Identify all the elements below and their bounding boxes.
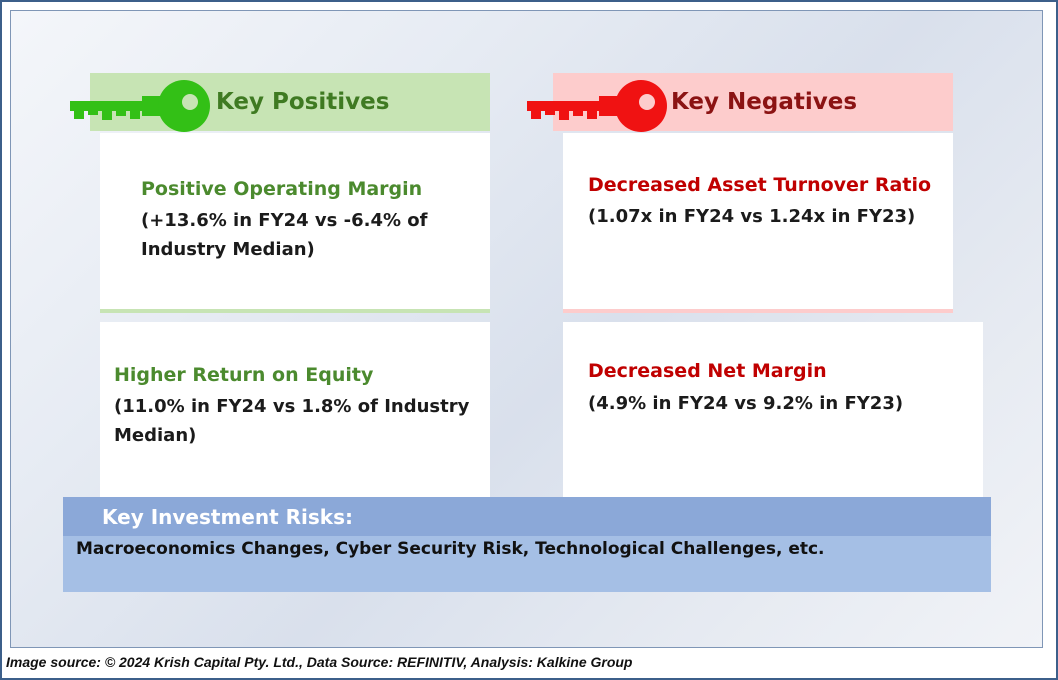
key-positives-title: Key Positives (216, 89, 390, 115)
positive-item-2-detail-line1: (11.0% in FY24 vs 1.8% of Industry (114, 396, 470, 417)
positive-item-1-title: Positive Operating Margin (141, 178, 423, 200)
investment-risks-title: Key Investment Risks: (102, 505, 353, 529)
negative-item-2-detail: (4.9% in FY24 vs 9.2% in FY23) (588, 393, 904, 414)
negative-item-1-detail: (1.07x in FY24 vs 1.24x in FY23) (588, 206, 916, 227)
image-source-footer: Image source: © 2024 Krish Capital Pty. … (6, 654, 633, 670)
positive-item-2-detail-line2: Median) (114, 425, 197, 446)
investment-risks-text: Macroeconomics Changes, Cyber Security R… (76, 539, 825, 559)
positive-item-1-detail-line1: (+13.6% in FY24 vs -6.4% of (141, 210, 428, 231)
positive-card-2 (100, 322, 490, 497)
negative-item-1-title: Decreased Asset Turnover Ratio (588, 174, 932, 196)
negative-card-2 (563, 322, 983, 497)
positive-item-2-title: Higher Return on Equity (114, 364, 374, 386)
positive-card-1 (100, 133, 490, 313)
red-key-icon (527, 80, 667, 132)
positive-item-1-detail-line2: Industry Median) (141, 239, 315, 260)
investment-risks-header-bg (63, 497, 991, 536)
negative-card-1 (563, 133, 953, 313)
green-key-icon (70, 80, 210, 132)
key-negatives-title: Key Negatives (671, 89, 858, 115)
negative-item-2-title: Decreased Net Margin (588, 360, 827, 382)
